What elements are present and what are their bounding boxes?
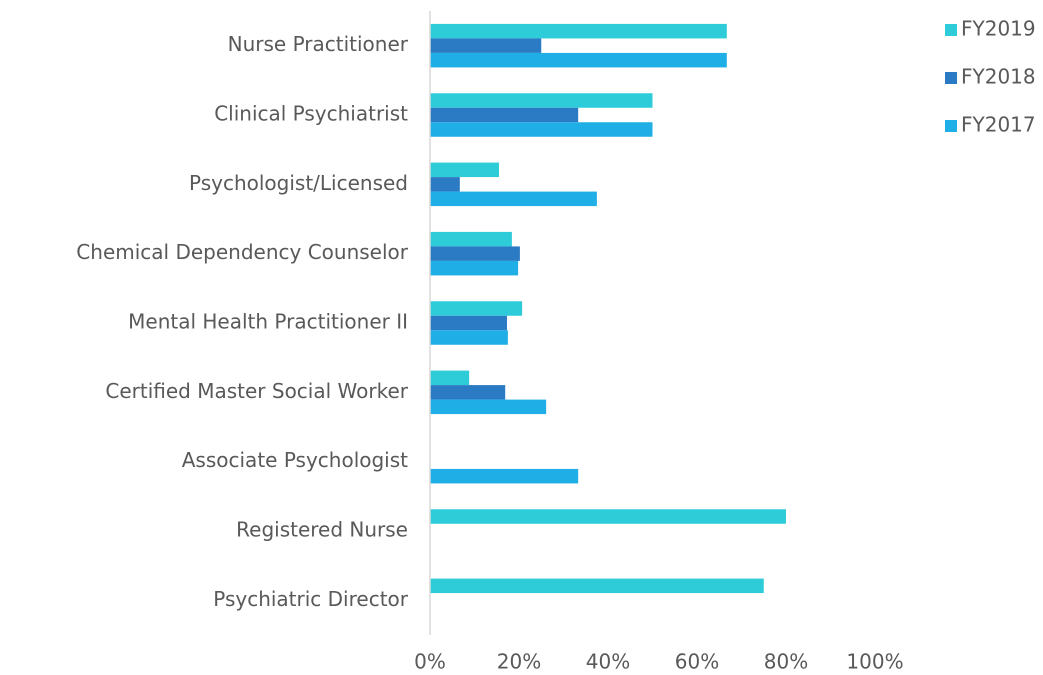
- x-tick-label: 0%: [414, 650, 446, 674]
- bar: [430, 260, 519, 276]
- x-tick-label: 40%: [586, 650, 630, 674]
- bar: [430, 509, 786, 524]
- y-tick-label: Chemical Dependency Counselor: [76, 240, 408, 264]
- bar: [430, 177, 460, 192]
- x-tick-label: 100%: [846, 650, 903, 674]
- bar: [430, 468, 579, 484]
- x-tick-label: 80%: [764, 650, 808, 674]
- y-tick-label: Psychiatric Director: [213, 587, 409, 611]
- bar: [430, 191, 597, 207]
- legend-swatch: [945, 72, 957, 84]
- bar: [430, 93, 653, 108]
- y-tick-label: Registered Nurse: [236, 518, 408, 542]
- bar: [430, 231, 512, 247]
- bar: [430, 162, 499, 178]
- bar: [430, 301, 523, 316]
- y-tick-label: Psychologist/Licensed: [189, 171, 408, 195]
- bar: [430, 399, 547, 415]
- bar: [430, 315, 507, 331]
- legend-label: FY2019: [961, 17, 1036, 41]
- x-tick-label: 60%: [675, 650, 719, 674]
- bar: [430, 23, 727, 39]
- bar: [430, 122, 653, 137]
- legend-swatch: [945, 24, 957, 36]
- bar: [430, 107, 579, 123]
- bar: [430, 38, 542, 53]
- bar: [430, 385, 506, 400]
- legend-swatch: [945, 120, 957, 132]
- bar: [430, 370, 470, 386]
- bar: [430, 578, 764, 594]
- legend-label: FY2018: [961, 65, 1036, 89]
- x-tick-label: 20%: [497, 650, 541, 674]
- bar: [430, 246, 520, 261]
- legend-label: FY2017: [961, 113, 1036, 137]
- y-tick-label: Nurse Practitioner: [228, 32, 409, 56]
- y-tick-label: Associate Psychologist: [182, 448, 408, 472]
- y-tick-label: Certified Master Social Worker: [105, 379, 408, 403]
- y-tick-label: Clinical Psychiatrist: [214, 102, 408, 126]
- y-tick-label: Mental Health Practitioner II: [128, 310, 408, 334]
- bar: [430, 330, 508, 345]
- bar: [430, 52, 727, 68]
